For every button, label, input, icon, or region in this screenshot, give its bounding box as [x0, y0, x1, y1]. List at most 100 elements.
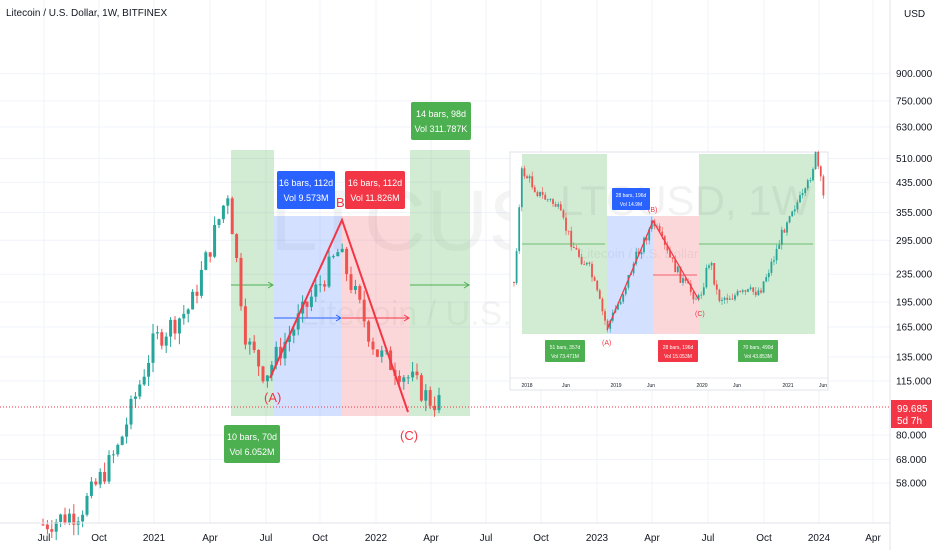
time-label: 2023: [586, 533, 609, 544]
inset-time-label: 2019: [610, 383, 621, 389]
candle-body: [85, 495, 89, 515]
candle-body: [415, 371, 419, 376]
candle-body: [160, 332, 164, 346]
price-label: 235.000: [896, 270, 932, 281]
svg-text:Vol 73.471M: Vol 73.471M: [551, 354, 579, 360]
candle-body: [151, 333, 155, 363]
svg-text:Vol 15.053M: Vol 15.053M: [664, 354, 692, 360]
svg-text:28 bars, 196d: 28 bars, 196d: [663, 345, 694, 351]
candle-body: [362, 299, 366, 322]
candle-body: [305, 301, 309, 307]
svg-text:10 bars, 70d: 10 bars, 70d: [227, 432, 277, 442]
candle-body: [380, 350, 384, 357]
candle-body: [327, 256, 331, 287]
label-bc[interactable]: 16 bars, 112d Vol 11.826M: [345, 171, 405, 209]
svg-text:16 bars, 112d: 16 bars, 112d: [279, 178, 333, 188]
candle-body: [358, 285, 362, 300]
candle-body: [437, 395, 441, 411]
candle-body: [182, 313, 186, 319]
cycle-ab-box[interactable]: [274, 216, 342, 416]
time-label: Apr: [644, 533, 660, 544]
wave-label-c: (C): [400, 428, 418, 443]
candle-body: [133, 396, 137, 399]
time-label: Apr: [865, 533, 881, 544]
chart-title: Litecoin / U.S. Dollar, 1W, BITFINEX: [6, 8, 167, 19]
candle-body: [221, 205, 225, 220]
inset-time-label: Jun: [819, 383, 827, 389]
candle-body: [411, 371, 415, 378]
candle-body: [186, 309, 190, 314]
price-label: 68.000: [896, 455, 927, 466]
inset-time-label: 2020: [696, 383, 707, 389]
svg-text:Vol 43.853M: Vol 43.853M: [744, 354, 772, 360]
svg-text:14 bars, 98d: 14 bars, 98d: [416, 109, 466, 119]
candle-body: [353, 285, 357, 290]
inset-label-3: 70 bars, 490d Vol 43.853M: [738, 340, 778, 362]
svg-text:16 bars, 112d: 16 bars, 112d: [348, 178, 402, 188]
time-label: Oct: [312, 533, 328, 544]
candle-body: [107, 455, 111, 482]
inset-wave-line: [606, 219, 700, 331]
candles: [41, 195, 441, 541]
price-label: 80.000: [896, 431, 927, 442]
time-label: Apr: [202, 533, 218, 544]
candle-body: [402, 377, 406, 382]
candle-body: [287, 335, 291, 342]
candle-body: [111, 454, 115, 456]
candle-body: [243, 306, 247, 345]
candle-body: [129, 398, 133, 425]
cycle-a-box[interactable]: [231, 150, 274, 416]
inset-wave-a: (A): [602, 340, 611, 347]
time-label: Oct: [533, 533, 549, 544]
price-label: 115.000: [896, 376, 932, 387]
bar-countdown: 5d 7h: [897, 416, 922, 427]
candle-body: [199, 269, 203, 296]
candle-body: [169, 319, 173, 337]
candle-body: [191, 291, 195, 310]
candle-body: [257, 350, 261, 367]
inset-time-label: 2021: [782, 383, 793, 389]
inset-wave-b: (B): [648, 207, 657, 214]
candle-body: [54, 521, 58, 532]
inset-label-1: 51 bars, 357d Vol 73.471M: [545, 340, 585, 362]
candle-body: [406, 377, 410, 379]
candle-body: [81, 514, 85, 522]
svg-text:Vol 9.573M: Vol 9.573M: [283, 193, 328, 203]
svg-text:Vol 311.787K: Vol 311.787K: [415, 124, 468, 134]
price-label: 295.000: [896, 236, 932, 247]
price-axis[interactable]: 900.000 750.000 630.000 510.000 435.000 355.0…: [889, 0, 932, 550]
candle-body: [103, 471, 107, 482]
price-label: 355.000: [896, 208, 932, 219]
svg-text:Vol 11.826M: Vol 11.826M: [350, 193, 399, 203]
inset-time-label: Jun: [562, 383, 570, 389]
candle-body: [349, 274, 353, 290]
candle-body: [424, 390, 428, 401]
label-projection[interactable]: 14 bars, 98d Vol 311.787K: [411, 102, 471, 140]
label-ab[interactable]: 16 bars, 112d Vol 9.573M: [277, 171, 335, 209]
candle-body: [226, 198, 230, 206]
candle-body: [72, 513, 76, 525]
candle-body: [50, 529, 54, 532]
price-label: 135.000: [896, 352, 932, 363]
price-label: 195.000: [896, 298, 932, 309]
candle-body: [428, 390, 432, 406]
candle-body: [213, 225, 217, 257]
time-label: Jul: [480, 533, 493, 544]
candle-body: [248, 341, 252, 345]
candle-body: [270, 364, 274, 376]
last-price-tag: [891, 400, 932, 428]
price-label: 630.000: [896, 122, 932, 133]
price-labels: 900.000 750.000 630.000 510.000 435.000 355.0…: [896, 69, 932, 489]
label-a[interactable]: 10 bars, 70d Vol 6.052M: [224, 425, 280, 463]
svg-text:70 bars, 490d: 70 bars, 490d: [743, 345, 774, 351]
svg-text:51 bars, 357d: 51 bars, 357d: [550, 345, 581, 351]
inset-label-2: 28 bars, 196d Vol 15.053M: [658, 340, 698, 362]
inset-chart[interactable]: LTCUSD, 1W Litecoin / U.S. Dollar (A) (B…: [509, 150, 829, 391]
candle-body: [217, 219, 221, 226]
wave-line: [269, 217, 409, 413]
cycle-projection-box[interactable]: [410, 150, 470, 416]
candle-body: [195, 291, 199, 296]
time-axis[interactable]: Jul Oct 2021 Apr Jul Oct 2022 Apr Jul Oct 2023 Apr J…: [0, 522, 890, 544]
